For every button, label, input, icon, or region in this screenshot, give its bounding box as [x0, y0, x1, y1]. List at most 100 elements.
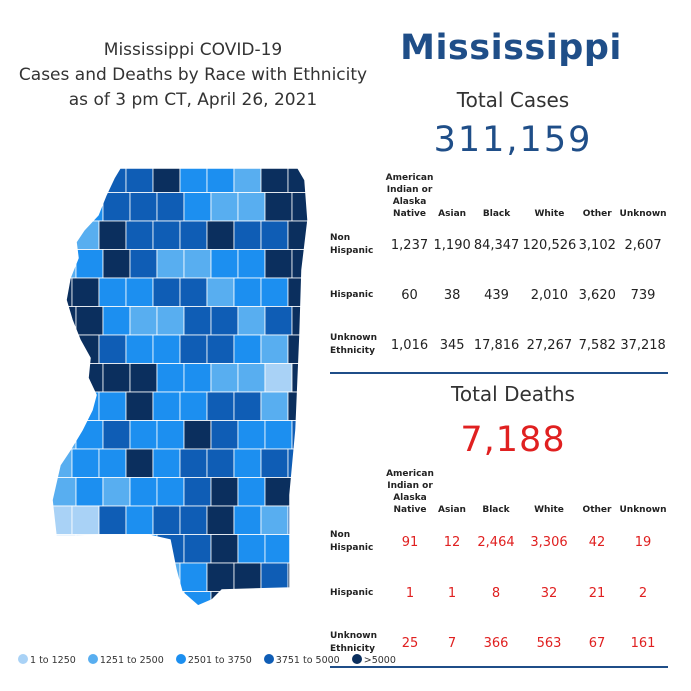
county-region: [125, 168, 154, 193]
table-cell: 739: [630, 287, 656, 303]
table-cell: 7,582: [578, 337, 616, 353]
section-divider: [330, 372, 668, 374]
county-region: [291, 192, 308, 222]
county-region: [52, 534, 77, 564]
county-region: [206, 448, 235, 478]
column-header: American Indian or Alaska Native: [385, 173, 434, 219]
county-region: [210, 420, 239, 450]
county-region: [152, 391, 181, 421]
county-region: [129, 306, 158, 336]
county-region: [233, 562, 262, 592]
legend-item: 3751 to 5000: [263, 654, 340, 666]
legend-swatch: [263, 654, 274, 664]
table-cell: 1: [447, 585, 457, 601]
county-region: [179, 277, 208, 307]
table-cell: 161: [630, 635, 656, 651]
county-region: [206, 220, 235, 250]
county-region: [291, 534, 308, 564]
county-region: [75, 534, 104, 564]
page-title: Mississippi COVID-19 Cases and Deaths by…: [0, 38, 386, 113]
title-line-3: as of 3 pm CT, April 26, 2021: [68, 90, 318, 110]
table-cell: 8: [491, 585, 501, 601]
county-region: [260, 562, 289, 592]
legend-label: 2501 to 3750: [187, 655, 252, 666]
county-region: [206, 277, 235, 307]
county-region: [237, 306, 266, 336]
county-region: [210, 363, 239, 393]
county-region: [156, 192, 185, 222]
legend-label: 3751 to 5000: [275, 655, 340, 666]
table-row: Hispanic 1 1 8 32 21 2: [330, 568, 668, 618]
county-region: [233, 277, 262, 307]
county-region: [75, 306, 104, 336]
table-cell: 37,218: [620, 337, 666, 353]
row-label: Unknown Ethnicity: [330, 631, 378, 654]
county-region: [264, 477, 293, 507]
table-cell: 84,347: [473, 237, 520, 253]
county-region: [75, 420, 104, 450]
county-region: [287, 505, 308, 535]
column-header: American Indian or Alaska Native: [386, 469, 434, 515]
county-region: [183, 534, 212, 564]
table-cell: 1: [405, 585, 415, 601]
county-region: [156, 591, 185, 606]
county-region: [264, 306, 293, 336]
county-region: [206, 562, 235, 592]
county-region: [179, 562, 208, 592]
legend-label: 1251 to 2500: [99, 655, 164, 666]
county-region: [71, 277, 100, 307]
county-region: [152, 448, 181, 478]
legend-swatch: [87, 654, 98, 664]
column-header: White: [534, 505, 564, 515]
row-label: Unknown Ethnicity: [330, 333, 378, 356]
county-region: [52, 562, 73, 592]
table-cell: 563: [536, 635, 562, 651]
county-region: [206, 334, 235, 364]
county-region: [264, 192, 293, 222]
county-region: [156, 477, 185, 507]
map-legend: 1 to 1250 1251 to 2500 2501 to 3750 3751…: [18, 654, 405, 666]
county-region: [125, 220, 154, 250]
county-region: [75, 192, 104, 222]
legend-item: 2501 to 3750: [175, 654, 252, 666]
county-region: [152, 277, 181, 307]
section-divider: [330, 666, 668, 668]
county-region: [206, 391, 235, 421]
table-cell: 345: [439, 337, 465, 353]
county-region: [183, 306, 212, 336]
county-region: [183, 363, 212, 393]
table-cell: 32: [540, 585, 558, 601]
county-region: [98, 448, 127, 478]
county-region: [237, 420, 266, 450]
county-region: [71, 562, 100, 592]
county-region: [71, 448, 100, 478]
column-header: Asian: [438, 505, 466, 515]
county-region: [233, 334, 262, 364]
cases-table: American Indian or Alaska Native Asian B…: [330, 172, 668, 370]
county-region: [52, 591, 77, 606]
county-region: [152, 220, 181, 250]
county-region: [264, 363, 293, 393]
county-region: [210, 306, 239, 336]
county-region: [156, 306, 185, 336]
county-region: [52, 477, 77, 507]
table-cell: 1,016: [390, 337, 429, 353]
county-region: [98, 277, 127, 307]
county-region: [98, 334, 127, 364]
table-cell: 67: [588, 635, 606, 651]
county-region: [260, 505, 289, 535]
county-region: [183, 192, 212, 222]
row-label: Non Hispanic: [330, 233, 374, 256]
table-cell: 21: [588, 585, 606, 601]
county-region: [129, 534, 158, 564]
county-region: [179, 334, 208, 364]
county-region: [237, 249, 266, 279]
legend-item: >5000: [351, 654, 396, 666]
county-region: [75, 591, 104, 606]
county-region: [291, 477, 308, 507]
county-region: [129, 363, 158, 393]
county-region: [264, 591, 293, 606]
county-region: [52, 363, 77, 393]
row-label: Hispanic: [330, 587, 374, 598]
county-region: [179, 391, 208, 421]
